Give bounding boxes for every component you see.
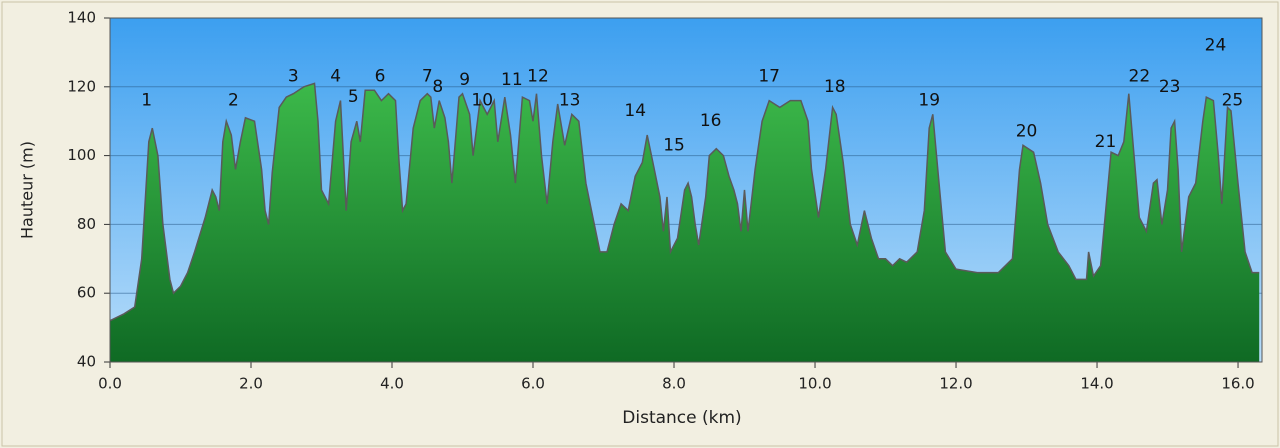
- area: [110, 83, 1260, 362]
- x-tick-label: 8.0: [662, 375, 686, 393]
- y-tick-label: 80: [77, 215, 96, 233]
- annotation: 5: [348, 87, 359, 107]
- y-tick-label: 140: [67, 9, 96, 27]
- annotation: 15: [663, 135, 685, 155]
- profile-line: [110, 82, 1260, 322]
- x-axis-title: Distance (km): [622, 408, 741, 428]
- x-tick-label: 2.0: [239, 375, 263, 393]
- x-tick-label: 6.0: [521, 375, 545, 393]
- x-tick-label: 12.0: [939, 375, 972, 393]
- annotation: 23: [1159, 77, 1181, 97]
- annotation: 9: [459, 70, 470, 90]
- x-tick-label: 4.0: [380, 375, 404, 393]
- annotation: 21: [1095, 132, 1117, 152]
- plot-area: [109, 17, 1263, 363]
- annotation: 12: [527, 66, 549, 86]
- y-tick-label: 100: [67, 146, 96, 164]
- annotation: 22: [1129, 66, 1151, 86]
- y-tick-label: 40: [77, 353, 96, 371]
- annotation: 6: [375, 66, 386, 86]
- x-tick-label: 16.0: [1221, 375, 1254, 393]
- annotation: 1: [141, 91, 152, 111]
- annotation: 17: [758, 66, 780, 86]
- annotation: 8: [432, 77, 443, 97]
- annotation: 10: [471, 91, 493, 111]
- annotation: 2: [228, 91, 239, 111]
- annotation: 19: [918, 91, 940, 111]
- x-tick-label: 10.0: [798, 375, 831, 393]
- annotation: 18: [824, 77, 846, 97]
- annotation: 16: [700, 111, 722, 131]
- annotation: 14: [624, 101, 646, 121]
- annotation: 11: [501, 70, 523, 90]
- y-tick-label: 60: [77, 284, 96, 302]
- annotation: 25: [1222, 91, 1244, 111]
- annotation: 3: [288, 66, 299, 86]
- x-tick-label: 0.0: [98, 375, 122, 393]
- annotation: 13: [559, 91, 581, 111]
- annotation: 4: [330, 66, 341, 86]
- x-tick-label: 14.0: [1080, 375, 1113, 393]
- y-axis-title: Hauteur (m): [18, 141, 37, 239]
- y-tick-label: 120: [67, 77, 96, 95]
- annotation: 24: [1205, 36, 1227, 56]
- annotation: 20: [1016, 122, 1038, 142]
- annotation: 7: [422, 66, 433, 86]
